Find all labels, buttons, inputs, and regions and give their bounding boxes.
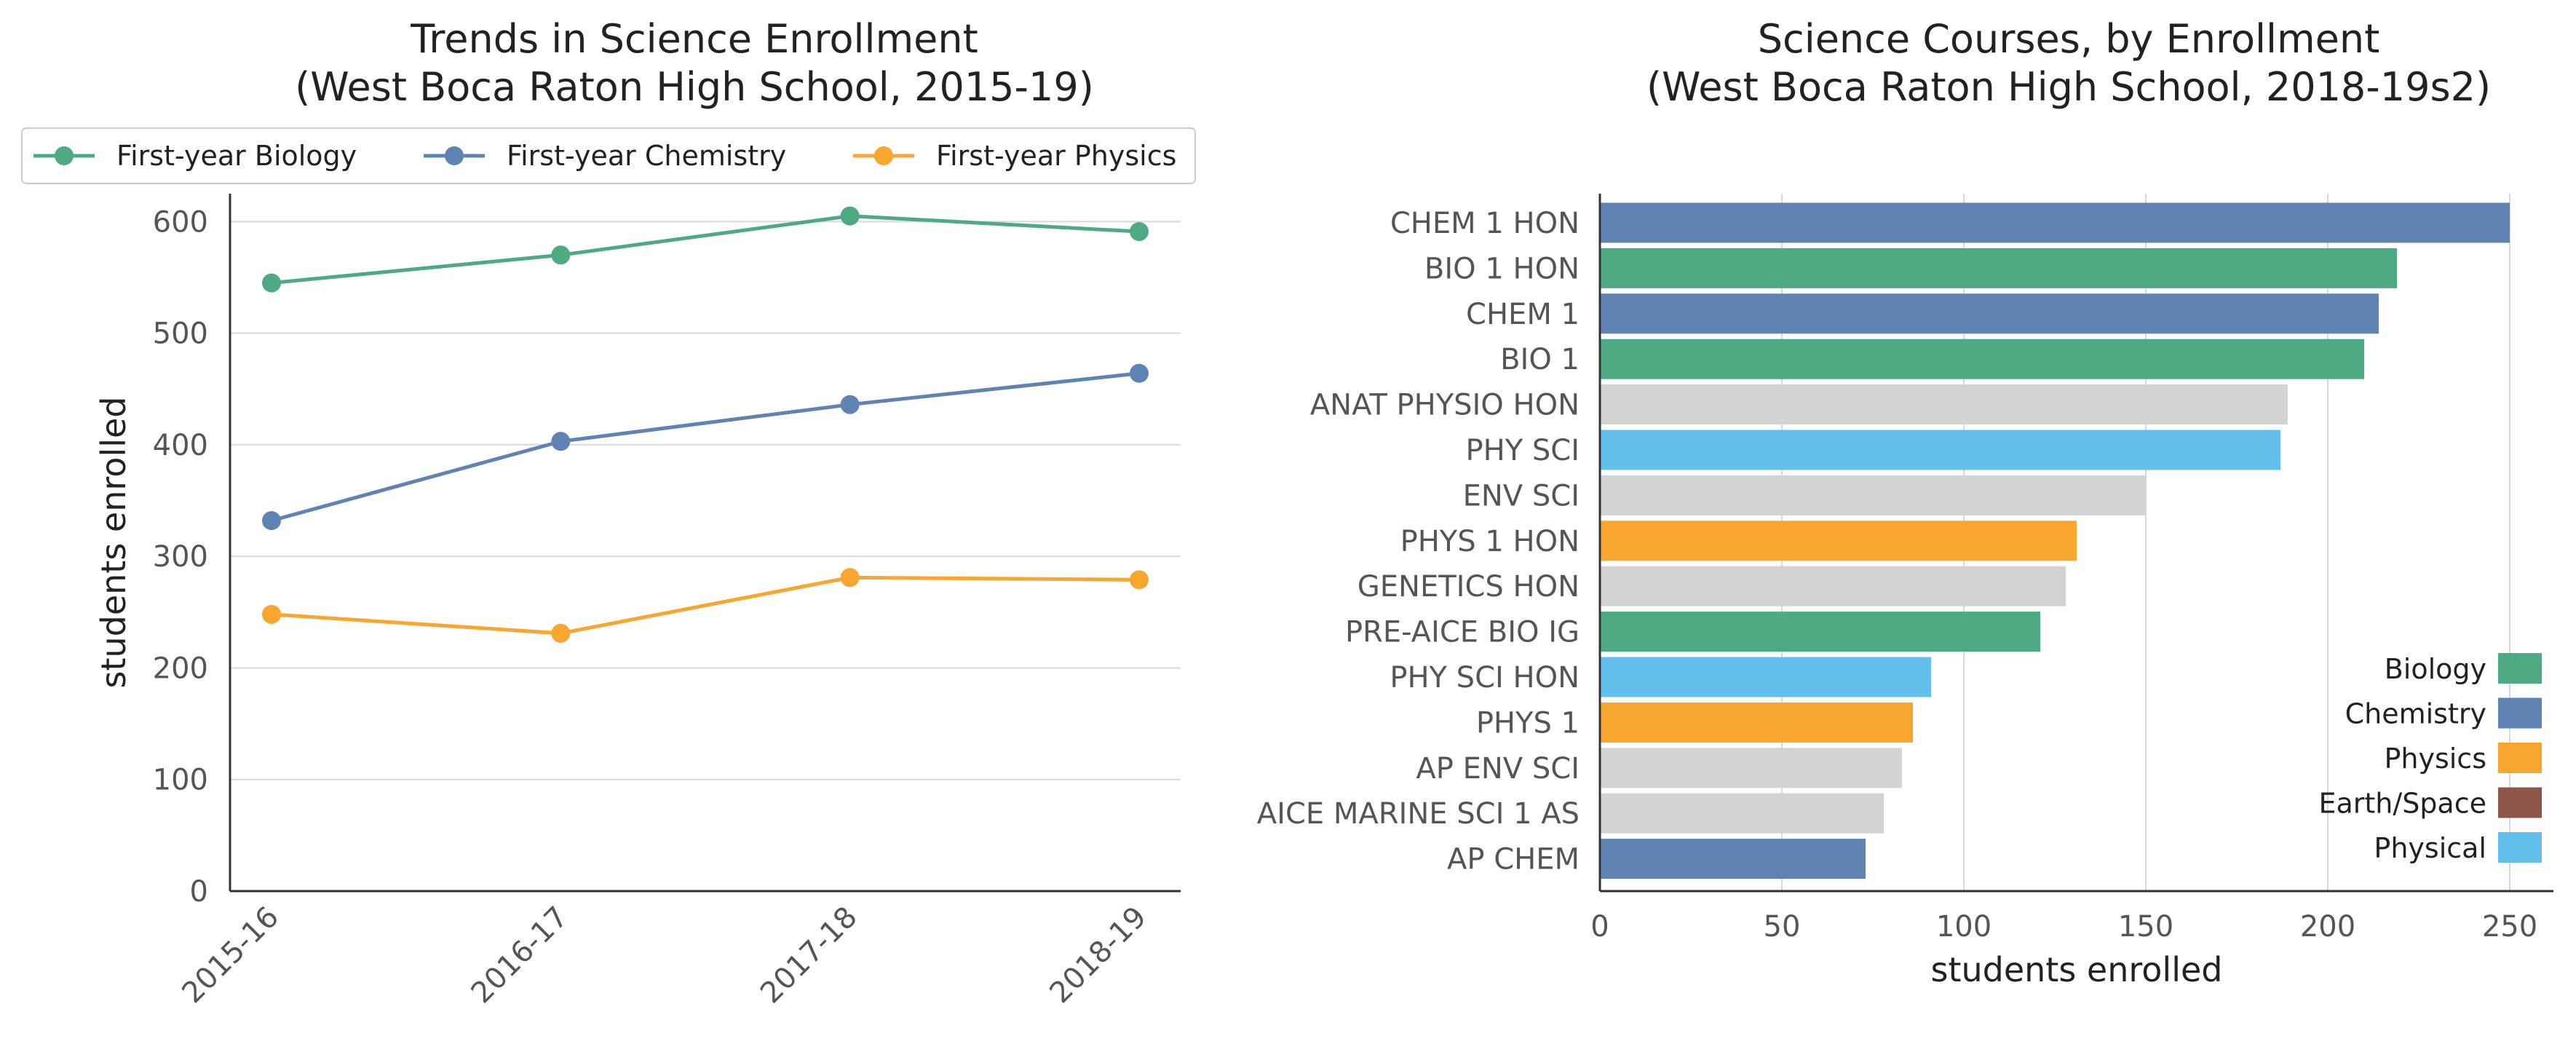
right-x-ticks: 0 50 100 150 200 250	[1590, 910, 2537, 944]
right-x-tick-label: 100	[1936, 910, 1992, 944]
left-series-point	[551, 623, 571, 643]
left-series-line	[271, 214, 1140, 285]
right-x-tick-label: 50	[1764, 910, 1801, 944]
left-legend-label: First-year Biology	[116, 140, 357, 172]
left-series-point	[262, 604, 281, 624]
left-y-tick-label: 500	[153, 317, 208, 351]
left-series-point	[840, 206, 860, 226]
right-legend-swatch	[2498, 697, 2542, 729]
right-category-label: PHY SCI	[1466, 434, 1580, 467]
right-bar	[1600, 248, 2397, 288]
right-legend-swatch	[2498, 832, 2542, 863]
right-category-label: GENETICS HON	[1358, 570, 1580, 604]
right-category-label: ENV SCI	[1463, 479, 1580, 513]
left-series-point	[840, 568, 860, 588]
right-bar	[1600, 293, 2379, 334]
left-series-point	[551, 245, 571, 265]
right-x-tick-label: 250	[2482, 910, 2537, 944]
left-y-tick-label: 400	[153, 429, 208, 462]
right-x-tick-label: 0	[1590, 910, 1609, 944]
left-gridlines	[230, 221, 1181, 780]
right-category-label: ANAT PHYSIO HON	[1310, 389, 1580, 422]
right-bar	[1600, 202, 2510, 243]
right-category-label: AICE MARINE SCI 1 AS	[1257, 797, 1580, 831]
right-bar	[1600, 612, 2040, 652]
right-category-label: AP ENV SCI	[1416, 752, 1580, 786]
left-series-point	[1130, 222, 1149, 242]
left-series-line	[271, 575, 1140, 636]
right-bar	[1600, 384, 2288, 425]
left-y-ticks: 0 100 200 300 400 500 600	[153, 205, 208, 909]
right-legend-swatch	[2498, 787, 2542, 818]
right-bars-group	[1600, 202, 2510, 879]
left-legend-label: First-year Physics	[936, 140, 1176, 172]
left-y-tick-label: 0	[190, 875, 208, 909]
left-y-tick-label: 600	[153, 205, 208, 239]
right-chart-title: Science Courses, by Enrollment	[1758, 16, 2380, 62]
left-x-tick-label: 2015-16	[175, 901, 285, 1011]
left-x-tick-label: 2017-18	[754, 901, 864, 1011]
left-x-tick-label: 2016-17	[465, 901, 575, 1011]
right-bar	[1600, 566, 2066, 606]
left-chart-title: Trends in Science Enrollment	[410, 16, 978, 62]
right-x-tick-label: 150	[2118, 910, 2173, 944]
right-category-label: PHY SCI HON	[1390, 661, 1580, 695]
left-series-point	[551, 432, 571, 451]
right-bar	[1600, 748, 1902, 788]
right-category-label: BIO 1 HON	[1424, 252, 1580, 285]
right-legend-label: Physics	[2384, 743, 2486, 775]
right-bar	[1600, 521, 2077, 561]
left-chart-subtitle: (West Boca Raton High School, 2015-19)	[295, 64, 1094, 110]
right-category-label: BIO 1	[1500, 343, 1580, 376]
right-x-tick-label: 200	[2300, 910, 2355, 944]
left-legend-swatch-marker	[874, 146, 893, 165]
right-category-label: CHEM 1	[1466, 298, 1580, 331]
right-bar	[1600, 657, 1931, 697]
left-legend: First-year Biology First-year Chemistry Fi…	[33, 140, 1176, 172]
left-legend-label: First-year Chemistry	[507, 140, 786, 172]
left-series-group	[262, 206, 1149, 643]
left-series-point	[840, 395, 860, 414]
left-y-axis-label: students enrolled	[94, 397, 133, 689]
left-y-tick-label: 200	[153, 652, 208, 685]
right-legend-swatch	[2498, 653, 2542, 684]
left-legend-swatch-marker	[445, 146, 464, 165]
left-series-point	[1130, 363, 1149, 383]
right-chart-subtitle: (West Boca Raton High School, 2018-19s2)	[1646, 64, 2491, 110]
right-legend: Biology Chemistry Physics Earth/Space Physic…	[2318, 653, 2542, 864]
right-bar	[1600, 430, 2280, 470]
right-legend-label: Physical	[2374, 832, 2486, 864]
right-bar	[1600, 702, 1913, 743]
right-category-label: PRE-AICE BIO IG	[1345, 616, 1580, 649]
left-series-line	[271, 371, 1140, 523]
left-series-point	[262, 511, 281, 531]
right-category-label: PHYS 1	[1476, 706, 1580, 740]
left-y-tick-label: 300	[153, 540, 208, 574]
right-category-label: PHYS 1 HON	[1400, 525, 1580, 558]
right-legend-label: Chemistry	[2345, 698, 2486, 730]
right-legend-swatch	[2498, 743, 2542, 773]
right-category-label: AP CHEM	[1447, 843, 1580, 877]
right-category-labels: CHEM 1 HON BIO 1 HON CHEM 1 BIO 1 ANAT PHYSI…	[1257, 207, 1580, 877]
right-category-label: CHEM 1 HON	[1390, 207, 1580, 240]
right-bar	[1600, 339, 2364, 379]
left-x-ticks: 2015-16 2016-17 2017-18 2018-19	[175, 901, 1153, 1011]
left-series-point	[262, 273, 281, 293]
left-x-tick-label: 2018-19	[1043, 901, 1153, 1011]
right-legend-label: Earth/Space	[2318, 788, 2486, 820]
right-bar	[1600, 793, 1884, 834]
left-y-tick-label: 100	[153, 764, 208, 797]
right-bar	[1600, 475, 2146, 515]
right-x-axis-label: students enrolled	[1931, 950, 2223, 989]
left-legend-swatch-marker	[55, 146, 74, 165]
left-legend-frame	[21, 127, 1196, 184]
right-legend-label: Biology	[2385, 653, 2486, 685]
right-bar	[1600, 839, 1866, 879]
left-series-point	[1130, 570, 1149, 590]
